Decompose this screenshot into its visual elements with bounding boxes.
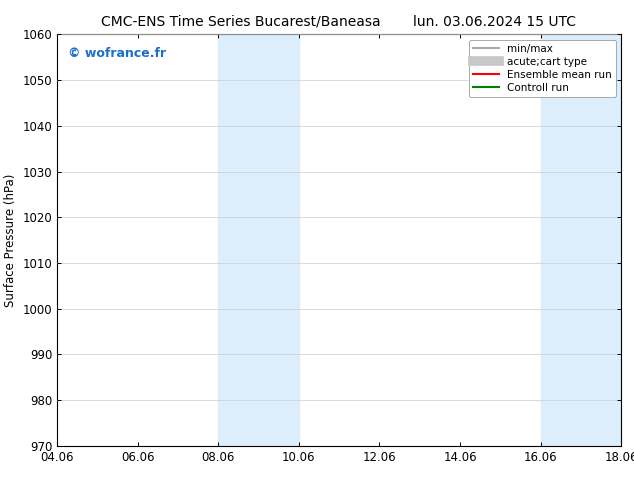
Text: lun. 03.06.2024 15 UTC: lun. 03.06.2024 15 UTC [413,15,576,29]
Text: © wofrance.fr: © wofrance.fr [68,47,167,60]
Text: CMC-ENS Time Series Bucarest/Baneasa: CMC-ENS Time Series Bucarest/Baneasa [101,15,381,29]
Y-axis label: Surface Pressure (hPa): Surface Pressure (hPa) [4,173,17,307]
Bar [541,34,621,446]
Bar [218,34,299,446]
Legend: min/max, acute;cart type, Ensemble mean run, Controll run: min/max, acute;cart type, Ensemble mean … [469,40,616,97]
